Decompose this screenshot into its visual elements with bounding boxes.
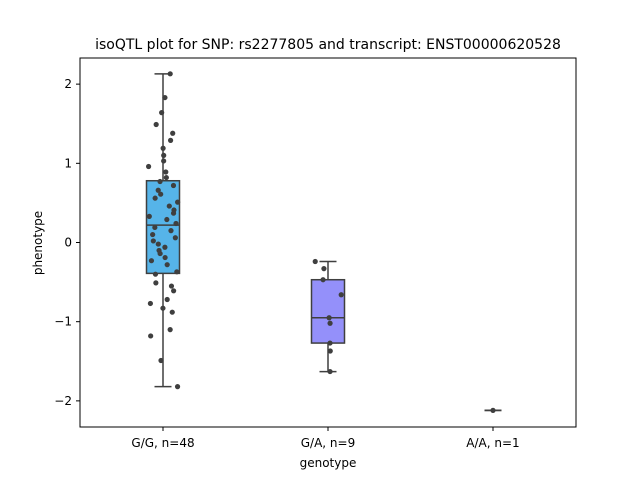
data-point	[327, 320, 333, 326]
data-point	[173, 220, 179, 227]
data-point	[168, 283, 175, 289]
data-point	[167, 137, 174, 143]
data-point	[327, 368, 333, 375]
x-tick-label: G/G, n=48	[131, 436, 194, 450]
data-point	[174, 269, 180, 275]
data-point	[159, 110, 165, 116]
data-point	[170, 182, 177, 189]
data-point	[175, 199, 181, 205]
y-tick-label: 1	[64, 156, 72, 170]
data-point	[338, 292, 344, 298]
data-point	[162, 244, 168, 250]
data-point	[158, 357, 164, 364]
data-point	[145, 163, 152, 170]
y-axis: −2 −1 0 1 2	[54, 77, 80, 408]
data-point	[167, 327, 173, 333]
data-point	[148, 333, 154, 339]
data-point	[153, 280, 159, 286]
data-point	[161, 158, 167, 164]
data-point	[157, 250, 163, 257]
x-tick-label: A/A, n=1	[466, 436, 519, 450]
data-point	[327, 348, 333, 354]
box-iqr	[310, 278, 346, 344]
data-point	[146, 213, 152, 219]
data-point	[490, 407, 496, 413]
data-point	[174, 384, 181, 390]
data-point	[326, 315, 332, 321]
data-point	[162, 94, 168, 101]
data-point	[155, 241, 161, 247]
boxes-layer	[145, 73, 502, 412]
data-point	[160, 145, 166, 151]
data-point	[320, 277, 326, 283]
data-point	[153, 121, 159, 128]
data-point	[150, 238, 156, 244]
y-tick-label: −2	[54, 394, 72, 408]
data-point	[162, 254, 168, 261]
data-point	[166, 203, 172, 209]
data-point	[170, 130, 176, 136]
data-point	[164, 262, 170, 268]
data-point	[164, 216, 170, 223]
x-tick-label: G/A, n=9	[301, 436, 355, 450]
y-axis-label: phenotype	[31, 211, 45, 275]
y-tick-label: −1	[54, 315, 72, 329]
data-point	[157, 178, 163, 185]
data-point	[164, 296, 170, 303]
y-tick-label: 2	[64, 77, 72, 91]
data-point	[158, 191, 164, 197]
data-point	[167, 71, 173, 77]
x-axis-label: genotype	[300, 456, 357, 470]
data-point	[161, 152, 167, 158]
data-point	[147, 300, 153, 307]
data-point	[172, 235, 178, 241]
y-tick-label: 0	[64, 236, 72, 250]
box-group-1	[145, 73, 181, 388]
points-layer	[145, 71, 496, 413]
data-point	[169, 309, 175, 315]
x-axis: G/G, n=48 G/A, n=9 A/A, n=1	[131, 427, 520, 450]
data-point	[150, 231, 156, 238]
data-point	[148, 258, 155, 264]
data-point	[168, 228, 174, 234]
data-point	[321, 266, 327, 272]
data-point	[163, 169, 169, 175]
data-point	[155, 187, 161, 193]
data-point	[163, 174, 169, 181]
data-point	[152, 195, 158, 201]
data-point	[160, 305, 166, 311]
data-point	[170, 210, 177, 216]
chart-title: isoQTL plot for SNP: rs2277805 and trans…	[95, 37, 561, 53]
data-point	[152, 224, 158, 231]
data-point	[171, 288, 177, 294]
data-point	[312, 258, 318, 265]
data-point	[327, 340, 333, 346]
data-point	[152, 271, 159, 277]
